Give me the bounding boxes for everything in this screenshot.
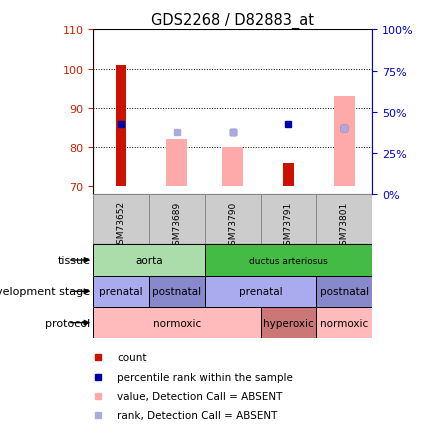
Bar xyxy=(166,140,187,187)
Bar xyxy=(316,307,372,339)
Text: GSM73801: GSM73801 xyxy=(340,201,349,250)
Text: GSM73790: GSM73790 xyxy=(228,201,237,250)
Text: normoxic: normoxic xyxy=(320,318,368,328)
Bar xyxy=(93,307,261,339)
Bar xyxy=(261,307,316,339)
Text: development stage: development stage xyxy=(0,287,90,296)
Bar xyxy=(205,276,316,307)
Text: rank, Detection Call = ABSENT: rank, Detection Call = ABSENT xyxy=(117,410,277,420)
Text: ductus arteriosus: ductus arteriosus xyxy=(249,256,328,265)
Bar xyxy=(149,276,205,307)
Bar xyxy=(93,245,205,276)
Text: postnatal: postnatal xyxy=(320,287,369,296)
Bar xyxy=(93,276,149,307)
Title: GDS2268 / D82883_at: GDS2268 / D82883_at xyxy=(151,13,314,29)
Bar xyxy=(116,66,126,187)
Text: protocol: protocol xyxy=(45,318,90,328)
Bar xyxy=(205,245,372,276)
Text: postnatal: postnatal xyxy=(152,287,201,296)
Bar xyxy=(149,195,205,245)
Bar xyxy=(205,195,261,245)
Text: prenatal: prenatal xyxy=(99,287,143,296)
Bar xyxy=(283,164,294,187)
Text: hyperoxic: hyperoxic xyxy=(263,318,314,328)
Text: tissue: tissue xyxy=(57,256,90,265)
Bar xyxy=(334,97,355,187)
Bar xyxy=(222,148,243,187)
Text: normoxic: normoxic xyxy=(153,318,201,328)
Text: GSM73689: GSM73689 xyxy=(172,201,181,250)
Text: value, Detection Call = ABSENT: value, Detection Call = ABSENT xyxy=(117,391,282,401)
Bar xyxy=(261,195,316,245)
Bar xyxy=(316,276,372,307)
Text: GSM73791: GSM73791 xyxy=(284,201,293,250)
Text: aorta: aorta xyxy=(135,256,163,265)
Bar xyxy=(316,195,372,245)
Text: GSM73652: GSM73652 xyxy=(116,201,126,250)
Text: prenatal: prenatal xyxy=(239,287,283,296)
Bar xyxy=(93,195,149,245)
Text: percentile rank within the sample: percentile rank within the sample xyxy=(117,372,293,381)
Text: count: count xyxy=(117,353,146,362)
